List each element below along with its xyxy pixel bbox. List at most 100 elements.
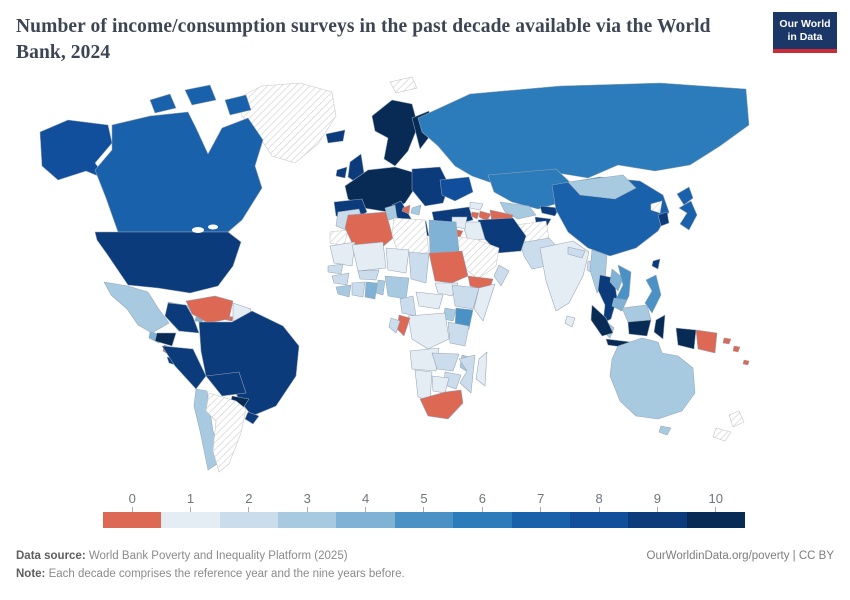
region-gabon[interactable]: [388, 317, 401, 334]
region-sulawesi[interactable]: [653, 314, 666, 340]
region-ivorycoast[interactable]: [351, 281, 366, 298]
region-car[interactable]: [415, 291, 444, 310]
region-iraq[interactable]: [461, 221, 486, 242]
region-china[interactable]: [551, 176, 670, 257]
legend-swatch[interactable]: [453, 512, 512, 528]
region-peru[interactable]: [161, 345, 207, 390]
world-map[interactable]: [0, 70, 850, 495]
legend-swatch[interactable]: [628, 512, 687, 528]
legend-swatch[interactable]: [511, 512, 570, 528]
region-ukraine[interactable]: [439, 176, 474, 202]
legend-bin-2[interactable]: 2: [219, 492, 279, 528]
region-png[interactable]: [695, 329, 718, 354]
legend-bin-9[interactable]: 9: [628, 492, 687, 528]
region-drc[interactable]: [407, 312, 450, 350]
region-bolivia[interactable]: [205, 371, 247, 397]
region-vanuatu[interactable]: [742, 359, 750, 366]
region-iceland[interactable]: [325, 129, 346, 144]
region-venezuela[interactable]: [185, 295, 234, 324]
region-ghana[interactable]: [364, 281, 378, 300]
region-canada_arctic3[interactable]: [224, 94, 252, 116]
region-togobenin[interactable]: [375, 279, 386, 296]
region-cameroon[interactable]: [399, 295, 417, 317]
region-serbia[interactable]: [410, 204, 422, 216]
legend-swatch[interactable]: [219, 512, 279, 528]
region-mongolia[interactable]: [567, 174, 637, 200]
region-kazakhstan[interactable]: [487, 168, 574, 210]
region-libya[interactable]: [391, 217, 430, 254]
region-taiwan[interactable]: [651, 258, 661, 270]
legend-bin-0[interactable]: 0: [103, 492, 162, 528]
color-legend[interactable]: 0 1 2 3 4 5 6 7 8 9 10: [103, 492, 745, 528]
region-srilanka[interactable]: [564, 315, 576, 328]
region-mauritania[interactable]: [329, 241, 356, 267]
region-solomon[interactable]: [722, 337, 732, 345]
legend-bin-8[interactable]: 8: [569, 492, 629, 528]
region-russia[interactable]: [417, 82, 750, 184]
region-laos[interactable]: [609, 268, 624, 292]
region-colombia[interactable]: [164, 302, 200, 334]
region-philippines[interactable]: [644, 274, 662, 314]
region-oman[interactable]: [493, 264, 510, 287]
region-papua[interactable]: [675, 327, 697, 350]
owid-logo[interactable]: Our World in Data: [773, 12, 837, 54]
region-zambia[interactable]: [431, 352, 460, 372]
region-tanzania[interactable]: [447, 321, 470, 347]
region-uruguay[interactable]: [244, 411, 260, 425]
region-georgia[interactable]: [469, 201, 484, 211]
region-svalbard[interactable]: [389, 76, 418, 94]
region-mexico[interactable]: [103, 281, 170, 334]
region-kenya[interactable]: [454, 307, 474, 330]
region-mozambique[interactable]: [458, 354, 476, 394]
region-usa[interactable]: [94, 231, 242, 294]
region-japan_honshu[interactable]: [678, 200, 698, 231]
region-sierraleone[interactable]: [335, 284, 352, 298]
region-nepal[interactable]: [567, 246, 586, 259]
region-armenia[interactable]: [470, 211, 480, 220]
region-southafrica[interactable]: [419, 389, 464, 420]
world-map-svg[interactable]: [0, 70, 850, 495]
region-botswana[interactable]: [431, 375, 450, 394]
region-nz_south[interactable]: [712, 427, 732, 442]
region-egypt[interactable]: [428, 219, 460, 254]
legend-swatch[interactable]: [569, 512, 629, 528]
region-kyrgyzstan[interactable]: [539, 205, 560, 217]
region-india[interactable]: [539, 240, 590, 312]
region-guinea[interactable]: [331, 272, 350, 286]
region-nz_north[interactable]: [728, 410, 745, 428]
region-canada_arctic2[interactable]: [184, 84, 217, 106]
region-senegal[interactable]: [327, 263, 344, 275]
legend-swatch[interactable]: [103, 512, 162, 528]
region-uzbekistan[interactable]: [499, 201, 537, 220]
region-niger[interactable]: [385, 247, 410, 274]
region-mali[interactable]: [351, 241, 387, 272]
owid-link[interactable]: OurWorldinData.org/poverty | CC BY: [646, 550, 834, 562]
region-angola[interactable]: [409, 347, 440, 372]
region-sumatra[interactable]: [590, 304, 614, 337]
legend-bin-5[interactable]: 5: [394, 492, 454, 528]
legend-swatch[interactable]: [161, 512, 220, 528]
region-japan_hokkaido[interactable]: [676, 186, 694, 206]
region-skorea[interactable]: [657, 211, 670, 227]
region-borneo_malaysia[interactable]: [621, 304, 652, 323]
region-easteurope[interactable]: [411, 166, 450, 207]
legend-swatch[interactable]: [394, 512, 454, 528]
legend-bin-3[interactable]: 3: [278, 492, 337, 528]
region-australia[interactable]: [609, 337, 696, 420]
region-canada[interactable]: [94, 111, 264, 233]
region-ethiopia[interactable]: [451, 284, 480, 310]
region-tasmania[interactable]: [658, 425, 672, 436]
region-ecuador[interactable]: [154, 332, 177, 347]
region-ireland[interactable]: [335, 166, 348, 179]
region-scandinavia[interactable]: [371, 99, 419, 167]
region-canada_arctic1[interactable]: [149, 93, 177, 114]
region-somalia[interactable]: [473, 283, 496, 322]
region-chad[interactable]: [408, 251, 430, 284]
legend-swatch[interactable]: [278, 512, 337, 528]
region-sudan[interactable]: [428, 250, 469, 284]
legend-bin-7[interactable]: 7: [511, 492, 570, 528]
region-kalimantan[interactable]: [627, 319, 652, 337]
region-argentina[interactable]: [205, 392, 247, 473]
region-bosnia[interactable]: [401, 204, 411, 215]
legend-swatch[interactable]: [686, 512, 745, 528]
